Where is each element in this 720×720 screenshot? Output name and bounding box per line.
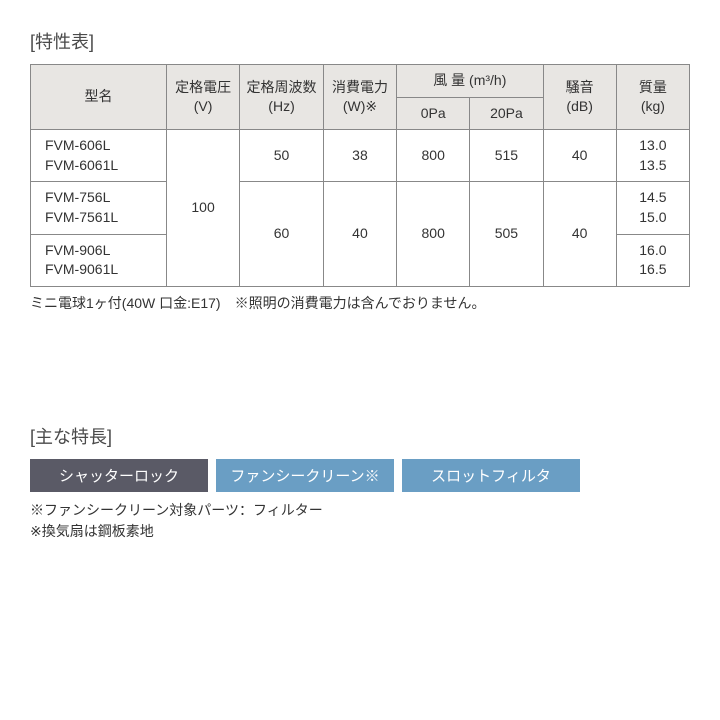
features-footnote: ※ファンシークリーン対象パーツ：フィルター ※換気扇は鋼板素地	[30, 500, 690, 542]
cell-power: 38	[323, 130, 396, 182]
feature-badge-fancy-clean: ファンシークリーン※	[216, 459, 394, 492]
spec-note: ミニ電球1ヶ付(40W 口金:E17) ※照明の消費電力は含んでおりません。	[30, 293, 690, 313]
col-mass-unit: (kg)	[641, 98, 665, 114]
model-name: FVM-756L	[45, 189, 110, 205]
cell-model: FVM-756L FVM-7561L	[31, 182, 167, 234]
cell-noise: 40	[543, 182, 616, 286]
table-header-row-1: 型名 定格電圧 (V) 定格周波数 (Hz) 消費電力 (W)※ 風 量 (m³…	[31, 65, 690, 98]
footnote-line: ※ファンシークリーン対象パーツ：フィルター	[30, 502, 323, 518]
col-voltage-unit: (V)	[194, 98, 213, 114]
mass-value: 16.5	[639, 261, 666, 277]
cell-airflow-20pa: 505	[470, 182, 543, 286]
mass-value: 14.5	[639, 189, 666, 205]
cell-mass: 16.0 16.5	[616, 234, 689, 286]
features-badge-row: シャッターロック ファンシークリーン※ スロットフィルタ	[30, 459, 690, 492]
cell-model: FVM-906L FVM-9061L	[31, 234, 167, 286]
mass-value: 16.0	[639, 242, 666, 258]
spec-section-title: [特性表]	[30, 28, 690, 54]
cell-mass: 13.0 13.5	[616, 130, 689, 182]
feature-badge-slot-filter: スロットフィルタ	[402, 459, 580, 492]
table-row: FVM-606L FVM-6061L 100 50 38 800 515 40 …	[31, 130, 690, 182]
col-power: 消費電力 (W)※	[323, 65, 396, 130]
col-airflow: 風 量 (m³/h)	[397, 65, 543, 98]
model-name: FVM-7561L	[45, 209, 118, 225]
col-airflow-20pa: 20Pa	[470, 97, 543, 130]
col-power-label: 消費電力	[332, 79, 388, 95]
col-voltage: 定格電圧 (V)	[166, 65, 239, 130]
col-model: 型名	[31, 65, 167, 130]
col-frequency: 定格周波数 (Hz)	[240, 65, 324, 130]
cell-airflow-20pa: 515	[470, 130, 543, 182]
mass-value: 13.0	[639, 137, 666, 153]
cell-mass: 14.5 15.0	[616, 182, 689, 234]
footnote-line: ※換気扇は鋼板素地	[30, 523, 154, 539]
cell-airflow-0pa: 800	[397, 130, 470, 182]
model-name: FVM-906L	[45, 242, 110, 258]
features-section-title: [主な特長]	[30, 423, 690, 449]
mass-value: 15.0	[639, 209, 666, 225]
col-voltage-label: 定格電圧	[175, 79, 231, 95]
cell-power: 40	[323, 182, 396, 286]
col-power-unit: (W)※	[343, 98, 377, 114]
col-noise-label: 騒音	[566, 79, 594, 95]
cell-model: FVM-606L FVM-6061L	[31, 130, 167, 182]
mass-value: 13.5	[639, 157, 666, 173]
col-mass-label: 質量	[639, 79, 667, 95]
cell-voltage: 100	[166, 130, 239, 287]
model-name: FVM-6061L	[45, 157, 118, 173]
col-frequency-unit: (Hz)	[268, 98, 294, 114]
table-row: FVM-756L FVM-7561L 60 40 800 505 40 14.5…	[31, 182, 690, 234]
cell-frequency: 60	[240, 182, 324, 286]
feature-badge-shutter-lock: シャッターロック	[30, 459, 208, 492]
col-noise: 騒音 (dB)	[543, 65, 616, 130]
col-mass: 質量 (kg)	[616, 65, 689, 130]
cell-airflow-0pa: 800	[397, 182, 470, 286]
col-frequency-label: 定格周波数	[247, 79, 317, 95]
col-noise-unit: (dB)	[566, 98, 592, 114]
model-name: FVM-606L	[45, 137, 110, 153]
cell-frequency: 50	[240, 130, 324, 182]
cell-noise: 40	[543, 130, 616, 182]
model-name: FVM-9061L	[45, 261, 118, 277]
spec-table: 型名 定格電圧 (V) 定格周波数 (Hz) 消費電力 (W)※ 風 量 (m³…	[30, 64, 690, 287]
col-airflow-0pa: 0Pa	[397, 97, 470, 130]
